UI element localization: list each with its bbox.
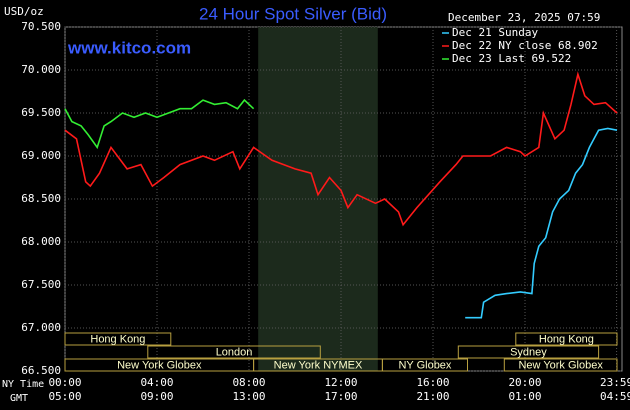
series-line (64, 71, 618, 227)
y-tick-label: 69.500 (21, 106, 61, 119)
watermark: www.kitco.com (67, 38, 191, 57)
session-bar (457, 345, 600, 359)
x-tick-label: 23:59 (600, 376, 630, 389)
x-tick-label: 08:00 (232, 376, 265, 389)
gmt-tick-label: 13:00 (232, 390, 265, 403)
y-tick-label: 70.000 (21, 63, 61, 76)
date-label: December 23, 2025 07:59 (448, 11, 600, 24)
session-label: New York NYMEX (274, 359, 363, 371)
x-tick-label: 20:00 (508, 376, 541, 389)
session-label: New York Globex (518, 359, 603, 371)
y-tick-label: 70.500 (21, 20, 61, 33)
y-tick-label: 66.500 (21, 364, 61, 377)
series-line (465, 127, 618, 319)
x-axis-name: GMT (10, 393, 28, 404)
session-bar (147, 345, 321, 359)
series-line (64, 98, 255, 150)
chart-title: 24 Hour Spot Silver (Bid) (199, 4, 387, 23)
session-bar (64, 332, 172, 346)
x-axis-name: NY Time (2, 379, 44, 390)
y-tick-label: 68.500 (21, 192, 61, 205)
gmt-tick-label: 09:00 (140, 390, 173, 403)
y-unit: USD/oz (4, 5, 44, 18)
x-tick-label: 16:00 (416, 376, 449, 389)
session-label: London (216, 346, 253, 358)
gmt-tick-label: 21:00 (416, 390, 449, 403)
gmt-tick-label: 04:59 (600, 390, 630, 403)
y-tick-label: 67.500 (21, 278, 61, 291)
legend-label: Dec 22 NY close 68.902 (452, 39, 598, 52)
x-tick-label: 00:00 (48, 376, 81, 389)
session-bar (515, 332, 618, 346)
session-label: Hong Kong (90, 333, 145, 345)
y-tick-label: 67.000 (21, 321, 61, 334)
session-label: Hong Kong (539, 333, 594, 345)
legend-label: Dec 21 Sunday (452, 26, 538, 39)
gmt-tick-label: 17:00 (324, 390, 357, 403)
gmt-tick-label: 01:00 (508, 390, 541, 403)
session-bar (503, 358, 618, 372)
x-tick-label: 12:00 (324, 376, 357, 389)
y-tick-label: 68.000 (21, 235, 61, 248)
session-bar (381, 358, 468, 372)
session-label: Sydney (510, 346, 547, 358)
gmt-tick-label: 05:00 (48, 390, 81, 403)
session-label: NY Globex (398, 359, 451, 371)
x-tick-label: 04:00 (140, 376, 173, 389)
legend-label: Dec 23 Last 69.522 (452, 52, 571, 65)
y-tick-label: 69.000 (21, 149, 61, 162)
session-label: New York Globex (117, 359, 202, 371)
